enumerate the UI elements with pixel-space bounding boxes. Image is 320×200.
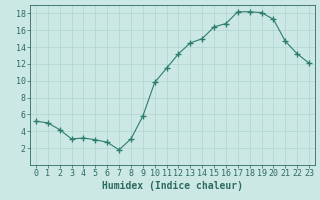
X-axis label: Humidex (Indice chaleur): Humidex (Indice chaleur)	[102, 181, 243, 191]
